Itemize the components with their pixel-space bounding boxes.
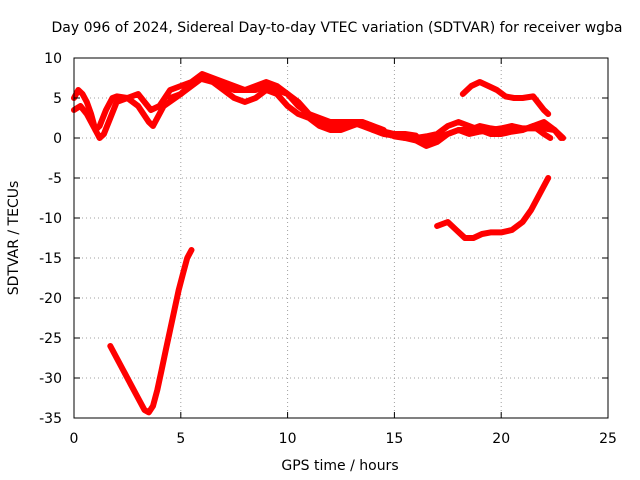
series-trace-upper-d: [370, 119, 554, 141]
x-tick-label: 25: [599, 431, 617, 447]
x-tick-label: 15: [385, 431, 403, 447]
x-tick-label: 20: [492, 431, 510, 447]
y-tick-label: -35: [39, 411, 62, 427]
y-tick-label: 0: [53, 131, 62, 147]
series-trace-lower-right: [434, 175, 552, 241]
x-tick-label: 0: [70, 431, 79, 447]
y-tick-label: -25: [39, 331, 62, 347]
y-tick-label: -20: [39, 291, 62, 307]
x-tick-label: 10: [279, 431, 297, 447]
y-tick-label: 10: [44, 51, 62, 67]
axis-ticks: 0 5 10 15 20 25 10 5 0 -5 -10 -15 -20 -25 -30 -35: [39, 51, 617, 447]
chart-title: Day 096 of 2024, Sidereal Day-to-day VTE…: [51, 20, 622, 36]
series-trace-upper-right: [459, 79, 552, 117]
x-axis-label: GPS time / hours: [281, 458, 398, 474]
y-tick-label: -30: [39, 371, 62, 387]
series-group: [71, 71, 567, 416]
y-tick-label: 5: [53, 91, 62, 107]
series-trace-upper-c: [167, 75, 387, 133]
x-tick-label: 5: [176, 431, 185, 447]
series-trace-lower-left: [107, 247, 195, 416]
y-axis-label: SDTVAR / TECUs: [6, 181, 22, 296]
plot-frame: [73, 57, 609, 419]
y-tick-label: -5: [48, 171, 62, 187]
y-tick-label: -10: [39, 211, 62, 227]
y-tick-label: -15: [39, 251, 62, 267]
